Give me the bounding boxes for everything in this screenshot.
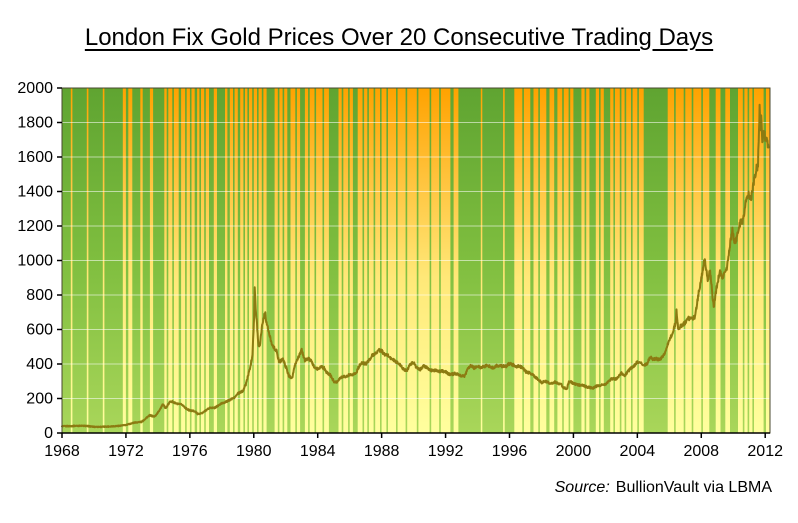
svg-text:1980: 1980: [236, 443, 272, 460]
chart-title: London Fix Gold Prices Over 20 Consecuti…: [84, 24, 714, 51]
svg-text:400: 400: [26, 356, 53, 373]
svg-text:0: 0: [44, 425, 53, 442]
svg-text:1976: 1976: [172, 443, 208, 460]
svg-text:1988: 1988: [364, 443, 400, 460]
svg-text:1000: 1000: [17, 253, 53, 270]
svg-text:1972: 1972: [108, 443, 144, 460]
svg-text:1800: 1800: [17, 115, 53, 132]
svg-text:1200: 1200: [17, 218, 53, 235]
source-text: BullionVault via LBMA: [615, 479, 772, 496]
svg-text:2000: 2000: [556, 443, 592, 460]
svg-text:1992: 1992: [428, 443, 464, 460]
svg-text:2004: 2004: [620, 443, 656, 460]
svg-text:2008: 2008: [683, 443, 719, 460]
gold-price-chart: 1968 1972 1976 1980 1984 1988 1992 1996 2000 2004…: [17, 80, 783, 460]
source-note: Source: BullionVault via LBMA: [555, 479, 772, 497]
svg-text:1984: 1984: [300, 443, 336, 460]
svg-text:800: 800: [26, 287, 53, 304]
svg-text:200: 200: [26, 391, 53, 408]
svg-text:1996: 1996: [492, 443, 528, 460]
svg-text:1400: 1400: [17, 184, 53, 201]
svg-text:2012: 2012: [747, 443, 783, 460]
source-label: Source:: [554, 479, 610, 496]
svg-text:1600: 1600: [17, 149, 53, 166]
svg-text:2000: 2000: [17, 80, 53, 97]
svg-text:1968: 1968: [44, 443, 80, 460]
svg-text:600: 600: [26, 322, 53, 339]
